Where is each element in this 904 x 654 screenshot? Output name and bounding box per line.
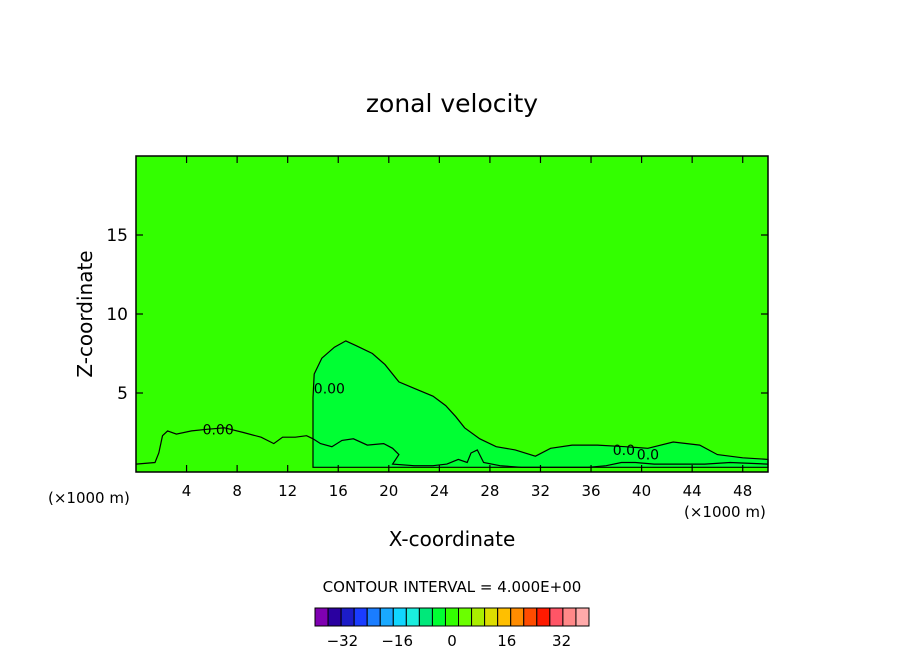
y-tick-label: 15: [106, 226, 128, 246]
y-tick-label: 10: [106, 305, 128, 325]
contour-label: 0.0: [613, 443, 635, 459]
legend-tick-label: −32: [327, 632, 359, 650]
legend-swatch: [549, 607, 564, 627]
legend-swatch: [523, 607, 538, 627]
legend-swatch: [536, 607, 551, 627]
legend-swatch: [575, 607, 590, 627]
legend-swatch: [366, 607, 381, 627]
legend-swatch: [471, 607, 486, 627]
x-unit-left: (×1000 m): [48, 489, 130, 507]
plot-area: 0.000.000.0 0.0 4 8 12 16 20 24 28 32 36 40 44 48 51…: [106, 155, 769, 500]
legend-swatch: [392, 607, 407, 627]
contour-label: 0.0: [637, 448, 659, 464]
legend-swatch: [340, 607, 355, 627]
chart-title: zonal velocity: [366, 89, 538, 118]
x-tick-label: 20: [379, 482, 398, 500]
legend-swatch: [327, 607, 342, 627]
legend-swatch: [484, 607, 499, 627]
y-tick-label: 5: [117, 384, 128, 404]
x-tick-label: 12: [278, 482, 297, 500]
legend-swatch: [418, 607, 433, 627]
x-tick-label: 44: [683, 482, 702, 500]
legend-tick-label: 16: [497, 632, 516, 650]
x-unit-right: (×1000 m): [684, 503, 766, 521]
contour-label: 0.00: [203, 422, 234, 438]
contour-label: 0.00: [314, 381, 345, 397]
legend-swatch: [458, 607, 473, 627]
legend-swatch: [562, 607, 577, 627]
zero-contour-line: [135, 427, 769, 468]
legend-swatch: [510, 607, 525, 627]
y-axis-title: Z-coordinate: [73, 250, 97, 377]
x-tick-label: 8: [232, 482, 242, 500]
x-tick-label: 4: [182, 482, 192, 500]
legend-swatch: [431, 607, 446, 627]
legend-tick-label: 32: [552, 632, 571, 650]
legend-swatch: [353, 607, 368, 627]
legend-swatch: [444, 607, 460, 627]
legend-tick-label: 0: [447, 632, 457, 650]
legend-swatch: [314, 607, 329, 627]
color-legend: [314, 607, 590, 627]
x-tick-label: 32: [531, 482, 550, 500]
x-tick-label: 28: [480, 482, 499, 500]
x-axis-title: X-coordinate: [389, 527, 516, 551]
legend-swatch: [497, 607, 512, 627]
x-tick-label: 48: [733, 482, 752, 500]
x-tick-label: 40: [632, 482, 651, 500]
color-legend-ticks: −32 −16 0 16 32: [327, 632, 572, 650]
legend-swatch: [405, 607, 420, 627]
y-axis-ticks: 5 10 15: [106, 226, 768, 404]
x-tick-label: 24: [430, 482, 449, 500]
x-tick-label: 36: [581, 482, 600, 500]
contour-labels: 0.00 0.00 0.0 0.0: [203, 381, 659, 463]
contour-interval-label: CONTOUR INTERVAL = 4.000E+00: [323, 578, 582, 596]
legend-tick-label: −16: [381, 632, 413, 650]
x-axis-ticks: 4 8 12 16 20 24 28 32 36 40 44 48: [182, 156, 752, 500]
x-tick-label: 16: [329, 482, 348, 500]
positive-velocity-region: [312, 340, 769, 468]
legend-swatch: [379, 607, 394, 627]
